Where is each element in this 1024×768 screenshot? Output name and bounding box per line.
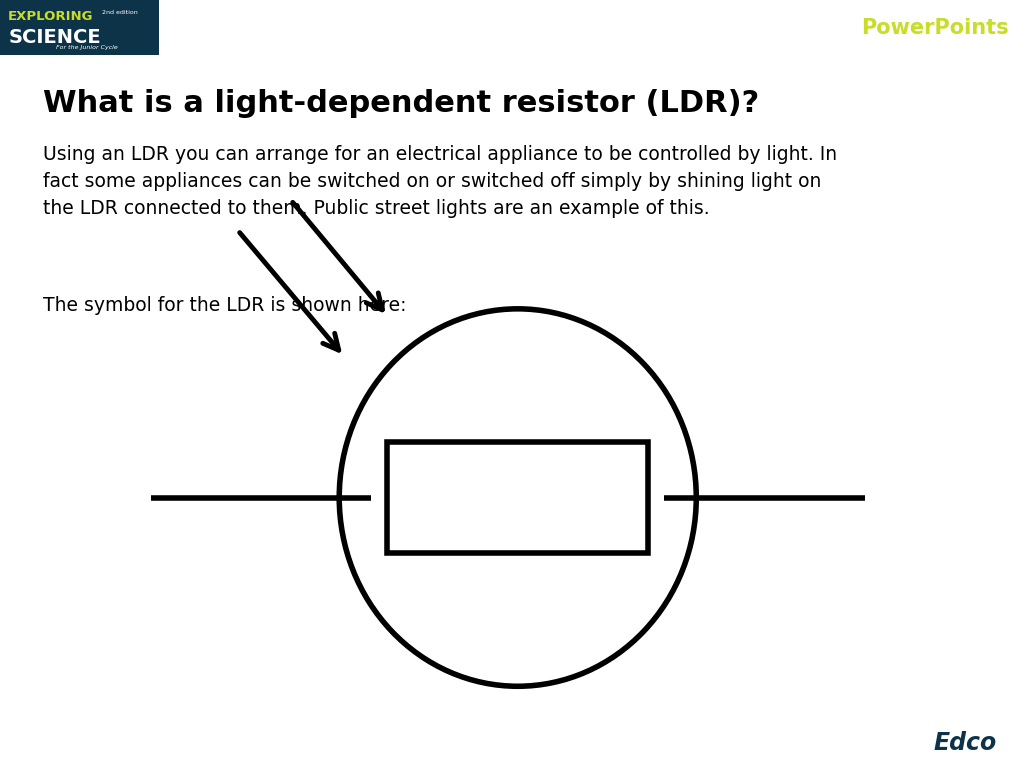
Text: The symbol for the LDR is shown here:: The symbol for the LDR is shown here: (43, 296, 407, 315)
Text: Edco: Edco (934, 731, 996, 756)
Text: What is a light-dependent resistor (LDR)?: What is a light-dependent resistor (LDR)… (43, 89, 759, 118)
Text: 2nd edition: 2nd edition (102, 10, 138, 15)
Text: Michael O’Callaghan • Pat Doyle •: Michael O’Callaghan • Pat Doyle • (12, 733, 213, 743)
Text: Orla Molamphy • Ger Reilly: Orla Molamphy • Ger Reilly (12, 746, 172, 756)
Text: PowerPoints: PowerPoints (861, 18, 1009, 38)
Text: SCIENCE: SCIENCE (8, 28, 100, 47)
Bar (387, 442, 648, 553)
Text: Using an LDR you can arrange for an electrical appliance to be controlled by lig: Using an LDR you can arrange for an elec… (43, 145, 837, 218)
FancyBboxPatch shape (0, 0, 159, 55)
Text: EXPLORING: EXPLORING (8, 10, 93, 23)
Text: For the Junior Cycle: For the Junior Cycle (56, 45, 118, 50)
